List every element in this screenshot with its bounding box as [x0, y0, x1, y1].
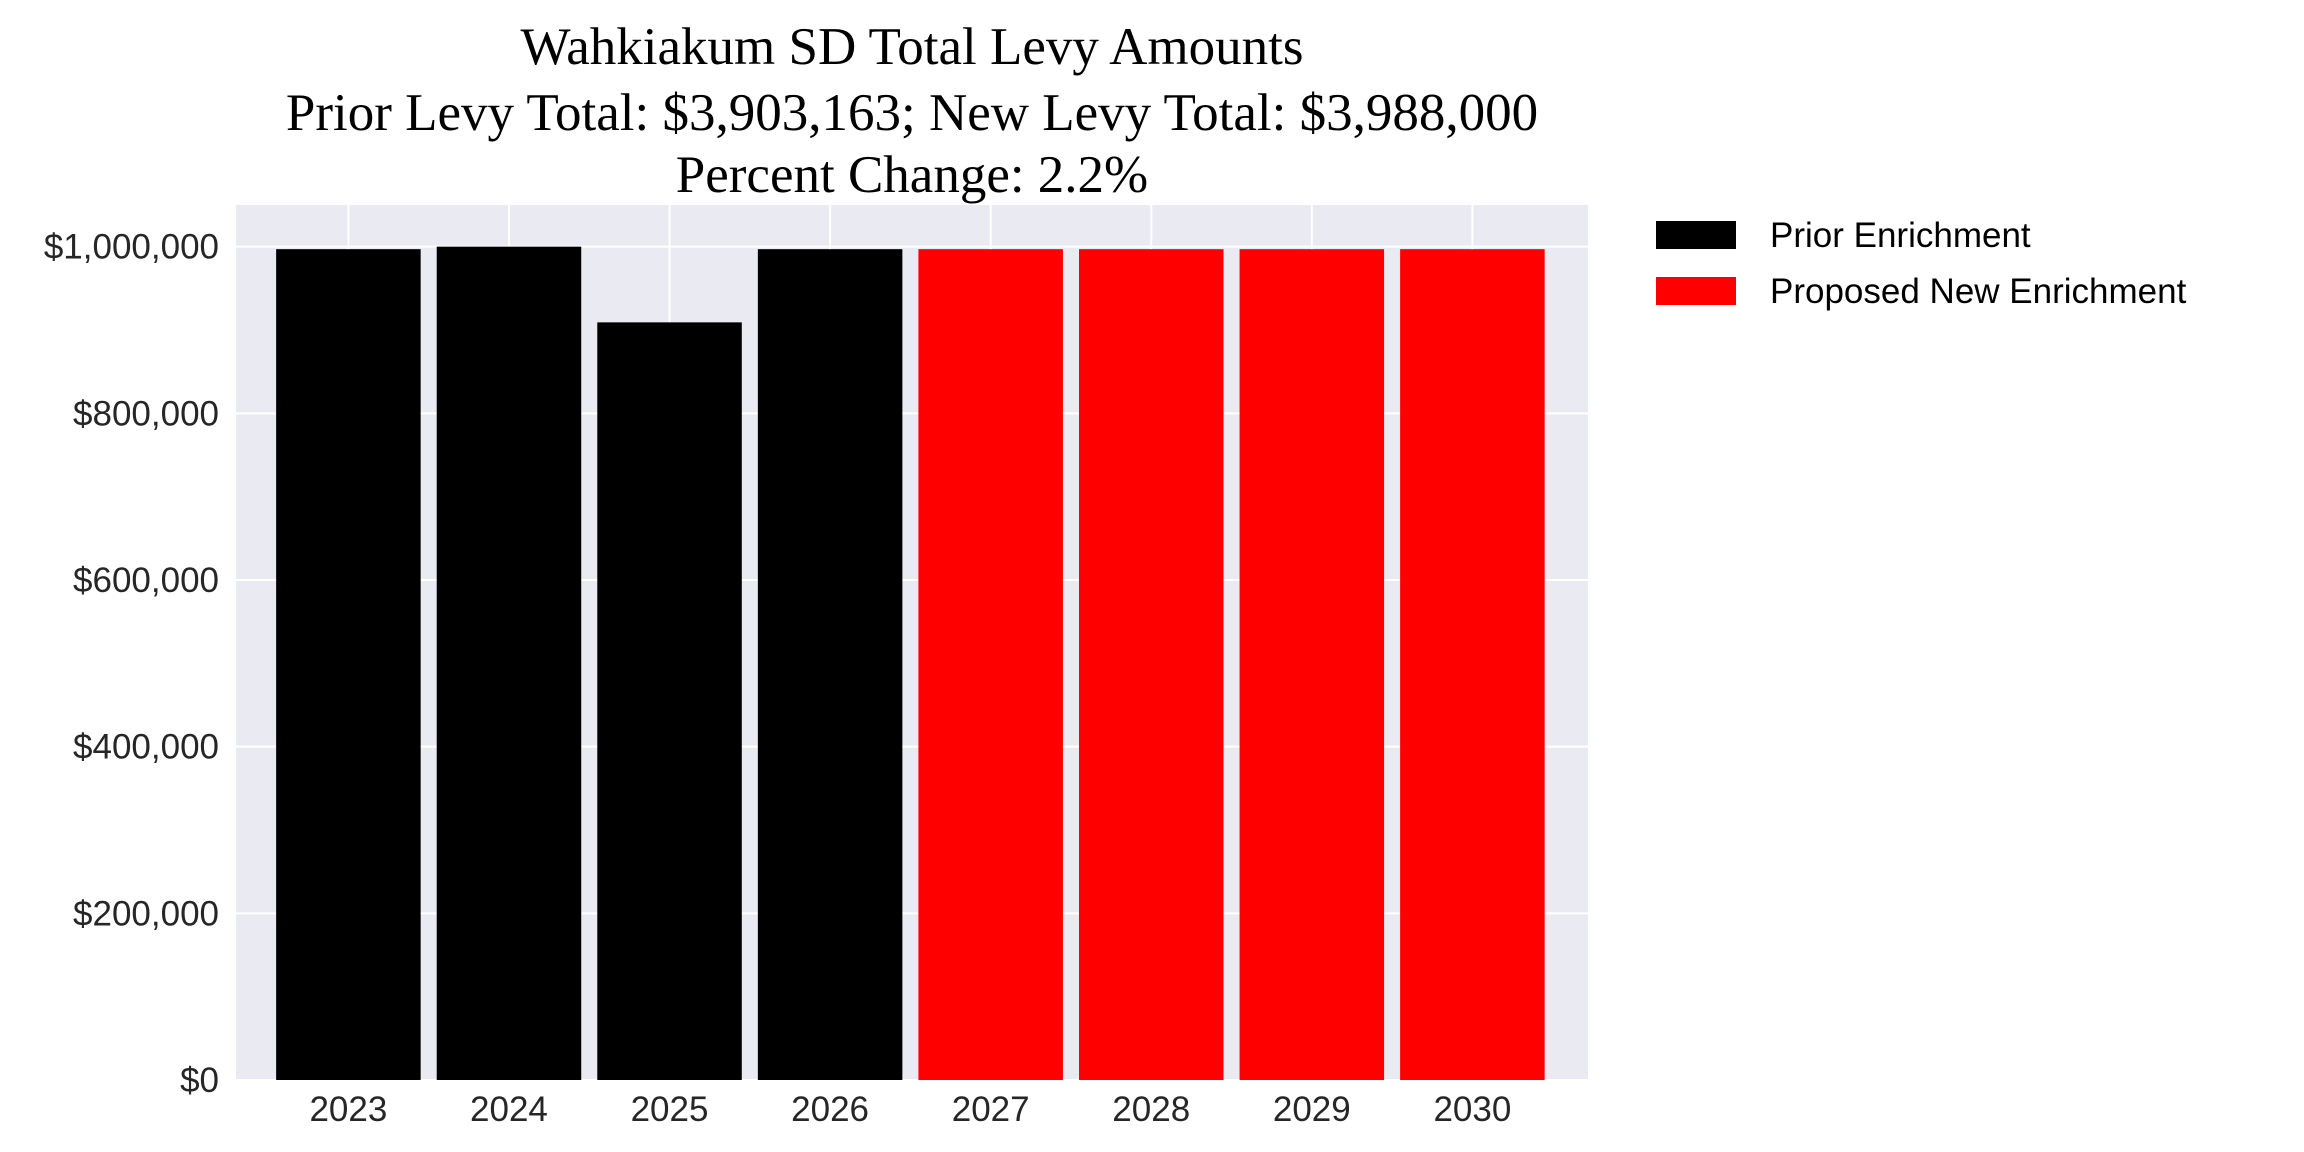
chart-title: Wahkiakum SD Total Levy Amounts [520, 18, 1303, 76]
x-tick-label: 2027 [952, 1090, 1030, 1129]
x-axis-ticks: 2023 2024 2025 2026 2027 2028 2029 2030 [309, 1090, 1511, 1129]
y-tick-label: $0 [180, 1061, 219, 1100]
y-tick-label: $400,000 [73, 728, 219, 767]
y-tick-label: $200,000 [73, 894, 219, 933]
legend-swatch-proposed-new-enrichment [1656, 277, 1736, 305]
y-tick-label: $600,000 [73, 561, 219, 600]
bar-2026 [757, 249, 903, 1080]
x-tick-label: 2030 [1433, 1090, 1511, 1129]
bar-2030 [1400, 249, 1545, 1080]
x-tick-label: 2028 [1112, 1090, 1190, 1129]
bar-2025 [597, 322, 742, 1081]
x-tick-label: 2024 [470, 1090, 548, 1129]
y-tick-label: $800,000 [73, 394, 219, 433]
y-tick-label: $1,000,000 [44, 228, 219, 267]
x-tick-label: 2026 [791, 1090, 869, 1129]
legend-label-prior-enrichment: Prior Enrichment [1770, 216, 2031, 255]
legend-swatch-prior-enrichment [1656, 221, 1736, 249]
bar-2028 [1078, 249, 1224, 1080]
bar-2027 [918, 249, 1063, 1080]
y-axis-ticks: $0 $200,000 $400,000 $600,000 $800,000 $1,000… [44, 228, 219, 1100]
bar-2023 [276, 249, 421, 1080]
legend-label-proposed-new-enrichment: Proposed New Enrichment [1770, 272, 2187, 311]
x-tick-label: 2029 [1273, 1090, 1351, 1129]
chart-subtitle-totals: Prior Levy Total: $3,903,163; New Levy T… [286, 84, 1538, 142]
bar-2024 [436, 246, 582, 1080]
legend: Prior Enrichment Proposed New Enrichment [1656, 216, 2187, 311]
chart-subtitle-percent-change: Percent Change: 2.2% [676, 146, 1148, 204]
x-tick-label: 2023 [309, 1090, 387, 1129]
bar-2029 [1239, 249, 1385, 1080]
x-tick-label: 2025 [631, 1090, 709, 1129]
bars [276, 246, 1545, 1081]
